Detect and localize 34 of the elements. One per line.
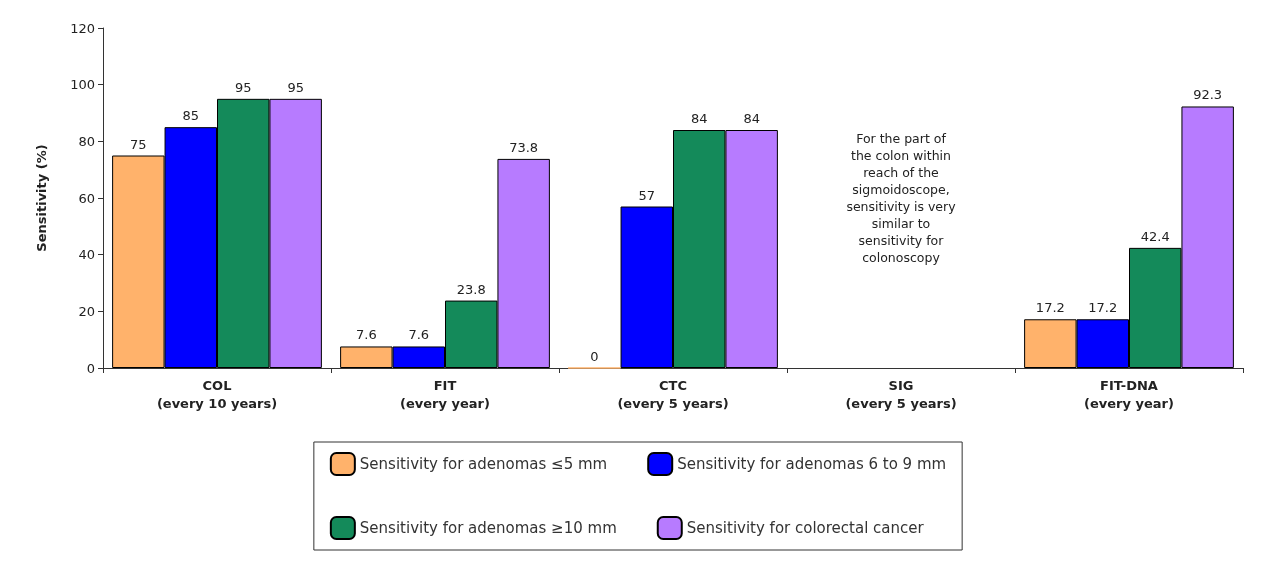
legend-label: Sensitivity for colorectal cancer (686, 519, 925, 537)
y-tick-label: 120 (70, 20, 95, 36)
data-label: 92.3 (1193, 87, 1223, 103)
y-tick-label: 80 (78, 133, 95, 149)
y-tick-label: 0 (86, 360, 95, 376)
data-label: 75 (130, 136, 147, 152)
y-axis-title: Sensitivity (%) (34, 144, 49, 252)
data-label: 7.6 (356, 327, 377, 343)
data-label: 0 (590, 348, 599, 364)
data-label: 23.8 (456, 281, 486, 297)
data-label: 73.8 (509, 139, 539, 155)
annotation: For the part of the colon within reach of the sigmoidoscope, sensitivity is very similar to sensitivity for colonoscopy (846, 131, 957, 265)
data-label: 95 (234, 79, 252, 95)
x-tick-label: COL (every 10 years) (156, 377, 278, 411)
data-label: 84 (743, 111, 760, 126)
x-tick-label: FIT-DNA (every year) (1084, 377, 1174, 411)
y-tick-label: 40 (78, 247, 95, 263)
data-label: 7.6 (408, 327, 430, 343)
x-tick-label: FIT (every year) (400, 377, 490, 411)
data-label: 17.2 (1035, 300, 1065, 316)
y-tick-label: 20 (78, 303, 95, 319)
x-tick-label: SIG (every 5 years) (845, 377, 957, 411)
y-tick-label: 60 (78, 190, 95, 206)
legend-label: Sensitivity for adenomas ≥10 mm (359, 519, 617, 537)
data-label: 84 (690, 111, 708, 126)
data-label: 95 (287, 79, 304, 95)
legend-label: Sensitivity for adenomas ≤5 mm (359, 455, 608, 473)
data-label: 85 (182, 108, 200, 124)
data-label: 17.2 (1088, 300, 1118, 316)
x-tick-label: CTC (every 5 years) (617, 377, 729, 411)
data-label: 42.4 (1140, 228, 1170, 244)
y-tick-label: 100 (70, 77, 95, 93)
legend-label: Sensitivity for adenomas 6 to 9 mm (677, 455, 947, 473)
data-label: 57 (638, 187, 656, 203)
